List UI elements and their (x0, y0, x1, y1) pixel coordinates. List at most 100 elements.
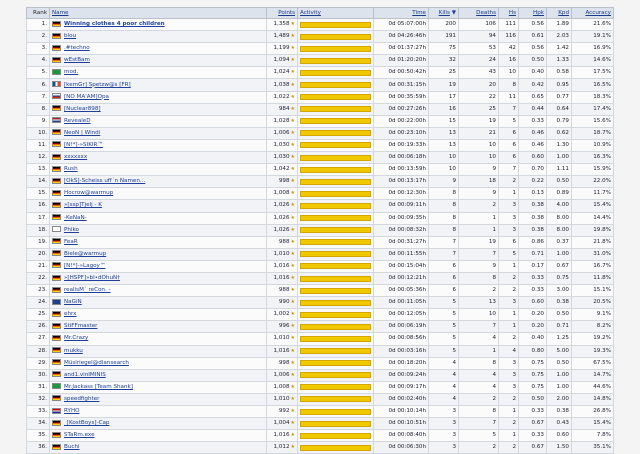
player-name-link[interactable]: NeoN | Windi (64, 129, 101, 136)
player-name-cell[interactable]: Phiko (49, 223, 267, 237)
col-kpd[interactable]: Kpd (546, 7, 572, 19)
player-name-link[interactable]: RevealeD (64, 117, 91, 124)
player-name-cell[interactable]: StiFFmaster (49, 320, 267, 334)
col-hpk[interactable]: Hpk (518, 7, 547, 19)
player-name-link[interactable]: Mr.Crazy (64, 335, 89, 342)
col-time[interactable]: Time (373, 7, 429, 19)
player-name-link[interactable]: ehrx (64, 311, 77, 318)
player-name-link[interactable]: Mr.Jackass [Team Shank] (64, 383, 133, 390)
hs-cell: 5 (498, 114, 519, 128)
player-name-link[interactable]: speedfighter (64, 395, 100, 402)
player-name-cell[interactable]: Hocrow@warmup (49, 187, 267, 201)
player-name-cell[interactable]: mod. (49, 66, 267, 80)
player-name-cell[interactable]: -KeNaN- (49, 211, 267, 225)
player-name-link[interactable]: »[HSPF]»bl•dOhuN† (64, 275, 120, 282)
player-name-cell[interactable]: [OkS]-Scheiss uff´n Namen... (49, 175, 267, 189)
player-name-cell[interactable]: _[KostBoys]-Cap (49, 417, 267, 431)
player-name-cell[interactable]: [N!*]-»SIKIR™ (49, 138, 267, 153)
player-name-link[interactable]: Rush (64, 166, 78, 173)
col-deaths[interactable]: Deaths (458, 7, 499, 19)
player-name-link[interactable]: [NO MA'AM]Opa (64, 93, 109, 100)
player-name-link[interactable]: Biele@warmup (64, 250, 107, 257)
player-name-cell[interactable]: [NO MA'AM]Opa (49, 90, 267, 104)
player-name-cell[interactable]: FeaR (49, 235, 267, 249)
player-name-link[interactable]: .#techno (64, 45, 90, 52)
hs-cell: 2 (498, 271, 519, 286)
points-value: 990 (278, 299, 290, 306)
player-name-link[interactable]: wEstBam (64, 57, 90, 64)
player-name-cell[interactable]: Biele@warmup (49, 247, 267, 261)
player-name-link[interactable]: blou (64, 33, 77, 40)
player-name-cell[interactable]: wEstBam (49, 54, 267, 68)
kills-cell: 13 (428, 138, 459, 153)
kills-cell: 8 (428, 187, 459, 201)
player-name-cell[interactable]: xxxxxxx (49, 151, 267, 165)
sort-by-activity-link[interactable]: Activity (300, 10, 321, 16)
star-icon: ★ (290, 129, 295, 136)
player-name-link[interactable]: RYHO (64, 408, 80, 415)
player-name-link[interactable]: Winning clothes 4 poor children (64, 21, 165, 28)
player-name-cell[interactable]: »[ssp]Tjelj - K (49, 199, 267, 213)
player-name-cell[interactable]: RevealeD (49, 114, 267, 128)
activity-bar (300, 396, 371, 403)
points-cell: 1,010★ (266, 247, 298, 261)
player-name-cell[interactable]: STaRm.exe (49, 429, 267, 443)
col-kills[interactable]: Kills ▼ (428, 7, 459, 19)
player-name-link[interactable]: [N!*]-»SIKIR™ (64, 141, 104, 148)
player-name-cell[interactable]: Buchi (49, 441, 267, 454)
sort-by-points-link[interactable]: Points (278, 10, 295, 16)
player-name-cell[interactable]: [Nuclear898] (49, 102, 267, 116)
player-name-cell[interactable]: speedfighter (49, 392, 267, 407)
player-name-cell[interactable]: [kemGr] Spetzw@s [FR] (49, 78, 267, 92)
player-name-cell[interactable]: NeoN | Windi (49, 126, 267, 140)
player-name-cell[interactable]: Müslriegel@dlansearch (49, 356, 267, 370)
player-name-cell[interactable]: RYHO (49, 404, 267, 419)
player-name-link[interactable]: realisM´ reCon. - (64, 287, 111, 294)
player-name-cell[interactable]: Winning clothes 4 poor children (49, 17, 267, 32)
col-points[interactable]: Points (266, 7, 298, 19)
player-name-link[interactable]: NaGiN (64, 299, 82, 306)
player-name-link[interactable]: _[KostBoys]-Cap (64, 420, 110, 427)
player-name-link[interactable]: xxxxxxx (64, 154, 88, 161)
col-hs[interactable]: Hs (498, 7, 519, 19)
sort-by-hs-link[interactable]: Hs (508, 10, 516, 16)
sort-by-kills-link[interactable]: Kills (438, 10, 450, 16)
player-name-cell[interactable]: Rush (49, 163, 267, 177)
player-name-cell[interactable]: and1.vinIMINIS (49, 368, 267, 382)
player-name-link[interactable]: »[ssp]Tjelj - K (64, 202, 102, 209)
player-name-cell[interactable]: realisM´ reCon. - (49, 284, 267, 298)
player-name-link[interactable]: Phiko (64, 226, 79, 233)
player-name-link[interactable]: Buchi (64, 444, 80, 451)
player-name-link[interactable]: Müslriegel@dlansearch (64, 359, 129, 366)
sort-by-accuracy-link[interactable]: Accuracy (585, 10, 611, 16)
col-accuracy[interactable]: Accuracy (571, 7, 614, 19)
player-name-cell[interactable]: blou (49, 30, 267, 44)
player-name-cell[interactable]: [N!*]-»Lagoy™ (49, 259, 267, 273)
col-name[interactable]: Name (49, 7, 267, 19)
player-name-cell[interactable]: Mr.Crazy (49, 332, 267, 346)
player-name-cell[interactable]: .#techno (49, 42, 267, 56)
player-name-cell[interactable]: ehrx (49, 308, 267, 322)
player-name-link[interactable]: [OkS]-Scheiss uff´n Namen... (64, 178, 146, 185)
player-name-link[interactable]: FeaR (64, 238, 78, 245)
player-name-link[interactable]: [kemGr] Spetzw@s [FR] (64, 81, 131, 88)
sort-by-time-link[interactable]: Time (412, 10, 426, 16)
player-name-link[interactable]: mukku (64, 347, 83, 354)
player-name-cell[interactable]: Mr.Jackass [Team Shank] (49, 380, 267, 394)
player-name-cell[interactable]: mukku (49, 344, 267, 358)
sort-by-hpk-link[interactable]: Hpk (533, 10, 544, 16)
player-name-link[interactable]: and1.vinIMINIS (64, 371, 106, 378)
player-name-link[interactable]: STaRm.exe (64, 432, 95, 439)
player-name-link[interactable]: [Nuclear898] (64, 105, 101, 112)
sort-by-name-link[interactable]: Name (52, 10, 69, 16)
player-name-link[interactable]: StiFFmaster (64, 323, 98, 330)
player-name-link[interactable]: mod. (64, 69, 79, 76)
player-name-link[interactable]: Hocrow@warmup (64, 190, 114, 197)
col-activity[interactable]: Activity (297, 7, 374, 19)
player-name-link[interactable]: [N!*]-»Lagoy™ (64, 262, 106, 269)
player-name-cell[interactable]: »[HSPF]»bl•dOhuN† (49, 271, 267, 286)
player-name-cell[interactable]: NaGiN (49, 296, 267, 310)
sort-by-deaths-link[interactable]: Deaths (476, 10, 496, 16)
player-name-link[interactable]: -KeNaN- (64, 214, 87, 221)
sort-by-kpd-link[interactable]: Kpd (558, 10, 569, 16)
